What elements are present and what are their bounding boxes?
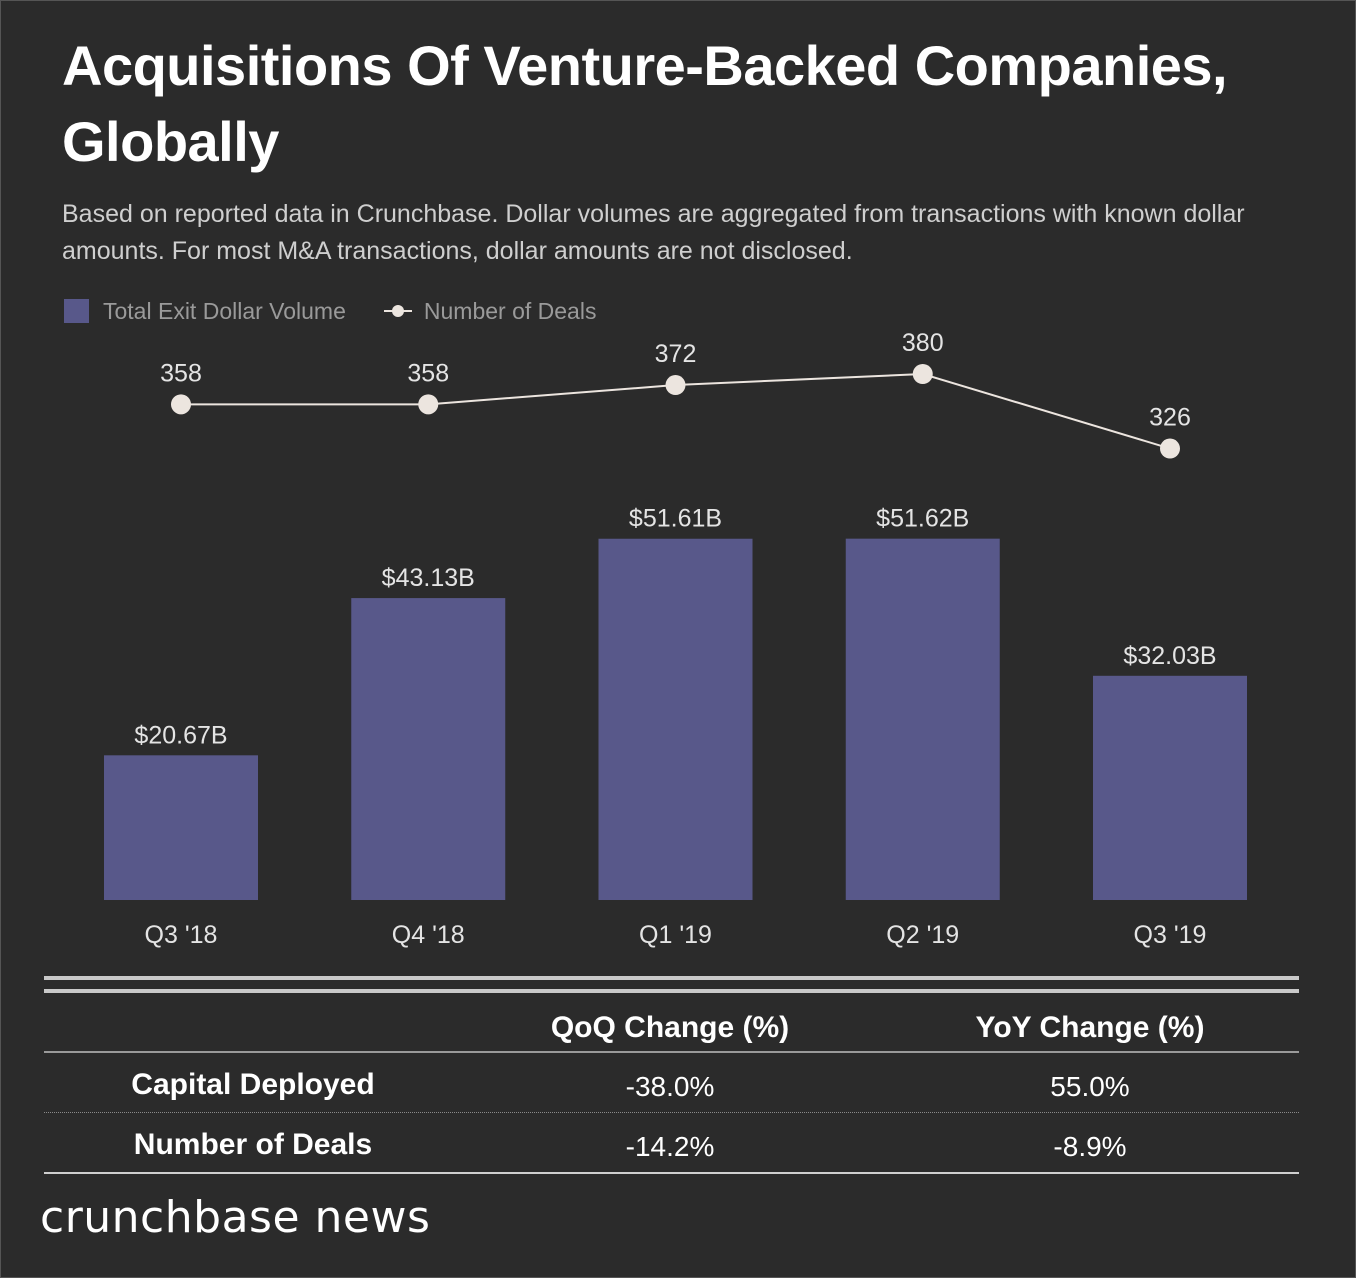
deal-value-label: 380 [902,330,944,357]
deal-value-label: 326 [1149,404,1191,432]
chart-title: Acquisitions Of Venture-Backed Companies… [62,34,1228,173]
deal-point [1160,438,1180,459]
deal-point [912,364,933,384]
cell-capital-yoy: 55.0% [1050,1071,1130,1102]
deal-value-label: 372 [655,340,697,368]
cell-capital-qoq: -38.0% [625,1071,715,1102]
x-tick-label: Q3 '19 [1134,921,1207,949]
deal-point [171,394,191,415]
table-top-rule-2 [44,989,1299,993]
legend-bar-label: Total Exit Dollar Volume [103,297,346,324]
row-label-number-of-deals: Number of Deals [133,1128,373,1161]
cell-deals-qoq: -14.2% [625,1131,715,1162]
bar [845,538,1000,900]
chart-subtitle: Based on reported data in Crunchbase. Do… [62,200,1245,265]
bar [104,755,258,900]
row-label-capital-deployed: Capital Deployed [131,1068,375,1101]
bar [598,538,753,900]
legend-line-marker-icon [383,305,412,317]
legend-line-label: Number of Deals [423,297,597,324]
x-tick-label: Q3 '18 [145,921,218,949]
bar-value-label: $51.62B [876,505,969,533]
combo-chart: $20.67B Q3 '18 $43.13B Q4 '18 $51.61B Q1 '19 $… [104,330,1247,949]
bar-value-label: $51.61B [629,505,722,533]
bar [351,598,506,900]
bar-value-label: $43.13B [382,564,475,592]
header-qoq: QoQ Change (%) [550,1011,790,1044]
deal-value-label: 358 [160,359,202,387]
chart-legend: Total Exit Dollar Volume Number of Deals [64,296,634,326]
bar-value-label: $32.03B [1123,642,1216,670]
legend-bar-swatch [64,299,89,323]
change-table: QoQ Change (%) YoY Change (%) Capital De… [44,976,1299,1174]
crunchbase-news-logo: crunchbase news [40,1192,431,1243]
deal-value-label: 358 [407,359,449,387]
deal-point [665,375,686,396]
deal-point [418,394,439,415]
bar [1093,675,1247,900]
bar-value-label: $20.67B [134,721,227,749]
table-row: Capital Deployed -38.0% 55.0% [44,1053,1299,1113]
table-header: QoQ Change (%) YoY Change (%) [44,993,1299,1053]
cell-deals-yoy: -8.9% [1053,1131,1127,1162]
table-row: Number of Deals -14.2% -8.9% [44,1113,1299,1174]
x-tick-label: Q2 '19 [886,921,959,949]
header-yoy: YoY Change (%) [975,1011,1205,1044]
x-tick-label: Q1 '19 [639,921,712,949]
x-tick-label: Q4 '18 [392,921,465,949]
table-top-rule [44,976,1299,984]
